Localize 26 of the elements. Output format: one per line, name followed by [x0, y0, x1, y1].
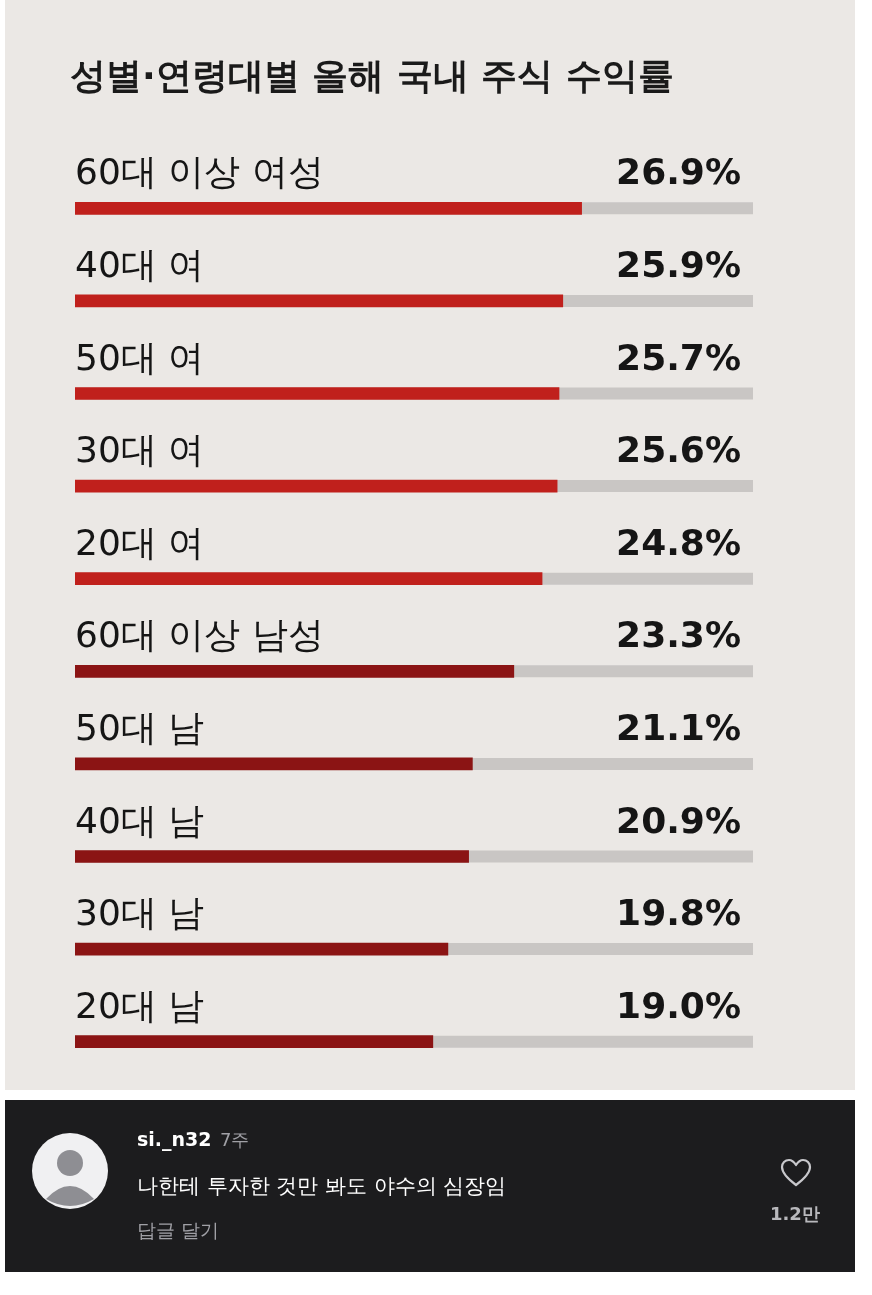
text: 답글 달기	[137, 1218, 220, 1243]
text: 7주	[220, 1128, 250, 1152]
y-tick-label: 40대 여	[75, 243, 205, 285]
data-label: 19.8%	[616, 892, 741, 934]
text: 1.2만	[770, 1202, 820, 1226]
data-label: 25.9%	[616, 243, 741, 285]
y-tick-label: 20대 여	[75, 521, 205, 563]
y-tick-label: 50대 여	[75, 336, 205, 378]
data-label: 25.7%	[616, 336, 741, 378]
y-tick-label: 20대 남	[75, 984, 205, 1026]
data-label: 23.3%	[616, 614, 741, 656]
data-label: 19.0%	[616, 984, 741, 1026]
text: 나한테 투자한 것만 봐도 야수의 심장임	[137, 1173, 507, 1200]
text: si._n32	[137, 1128, 212, 1150]
data-label: 25.6%	[616, 429, 741, 471]
y-tick-label: 60대 이상 남성	[75, 614, 324, 656]
chart-title: 성별·연령대별 올해 국내 주식 수익률	[70, 54, 674, 98]
y-tick-label: 40대 남	[75, 799, 205, 841]
y-tick-label: 30대 여	[75, 429, 205, 471]
data-label: 26.9%	[616, 151, 741, 193]
data-label: 20.9%	[616, 799, 741, 841]
y-tick-label: 50대 남	[75, 706, 205, 748]
y-tick-label: 30대 남	[75, 892, 205, 934]
data-label: 24.8%	[616, 521, 741, 563]
y-tick-label: 60대 이상 여성	[75, 151, 324, 193]
data-label: 21.1%	[616, 706, 741, 748]
